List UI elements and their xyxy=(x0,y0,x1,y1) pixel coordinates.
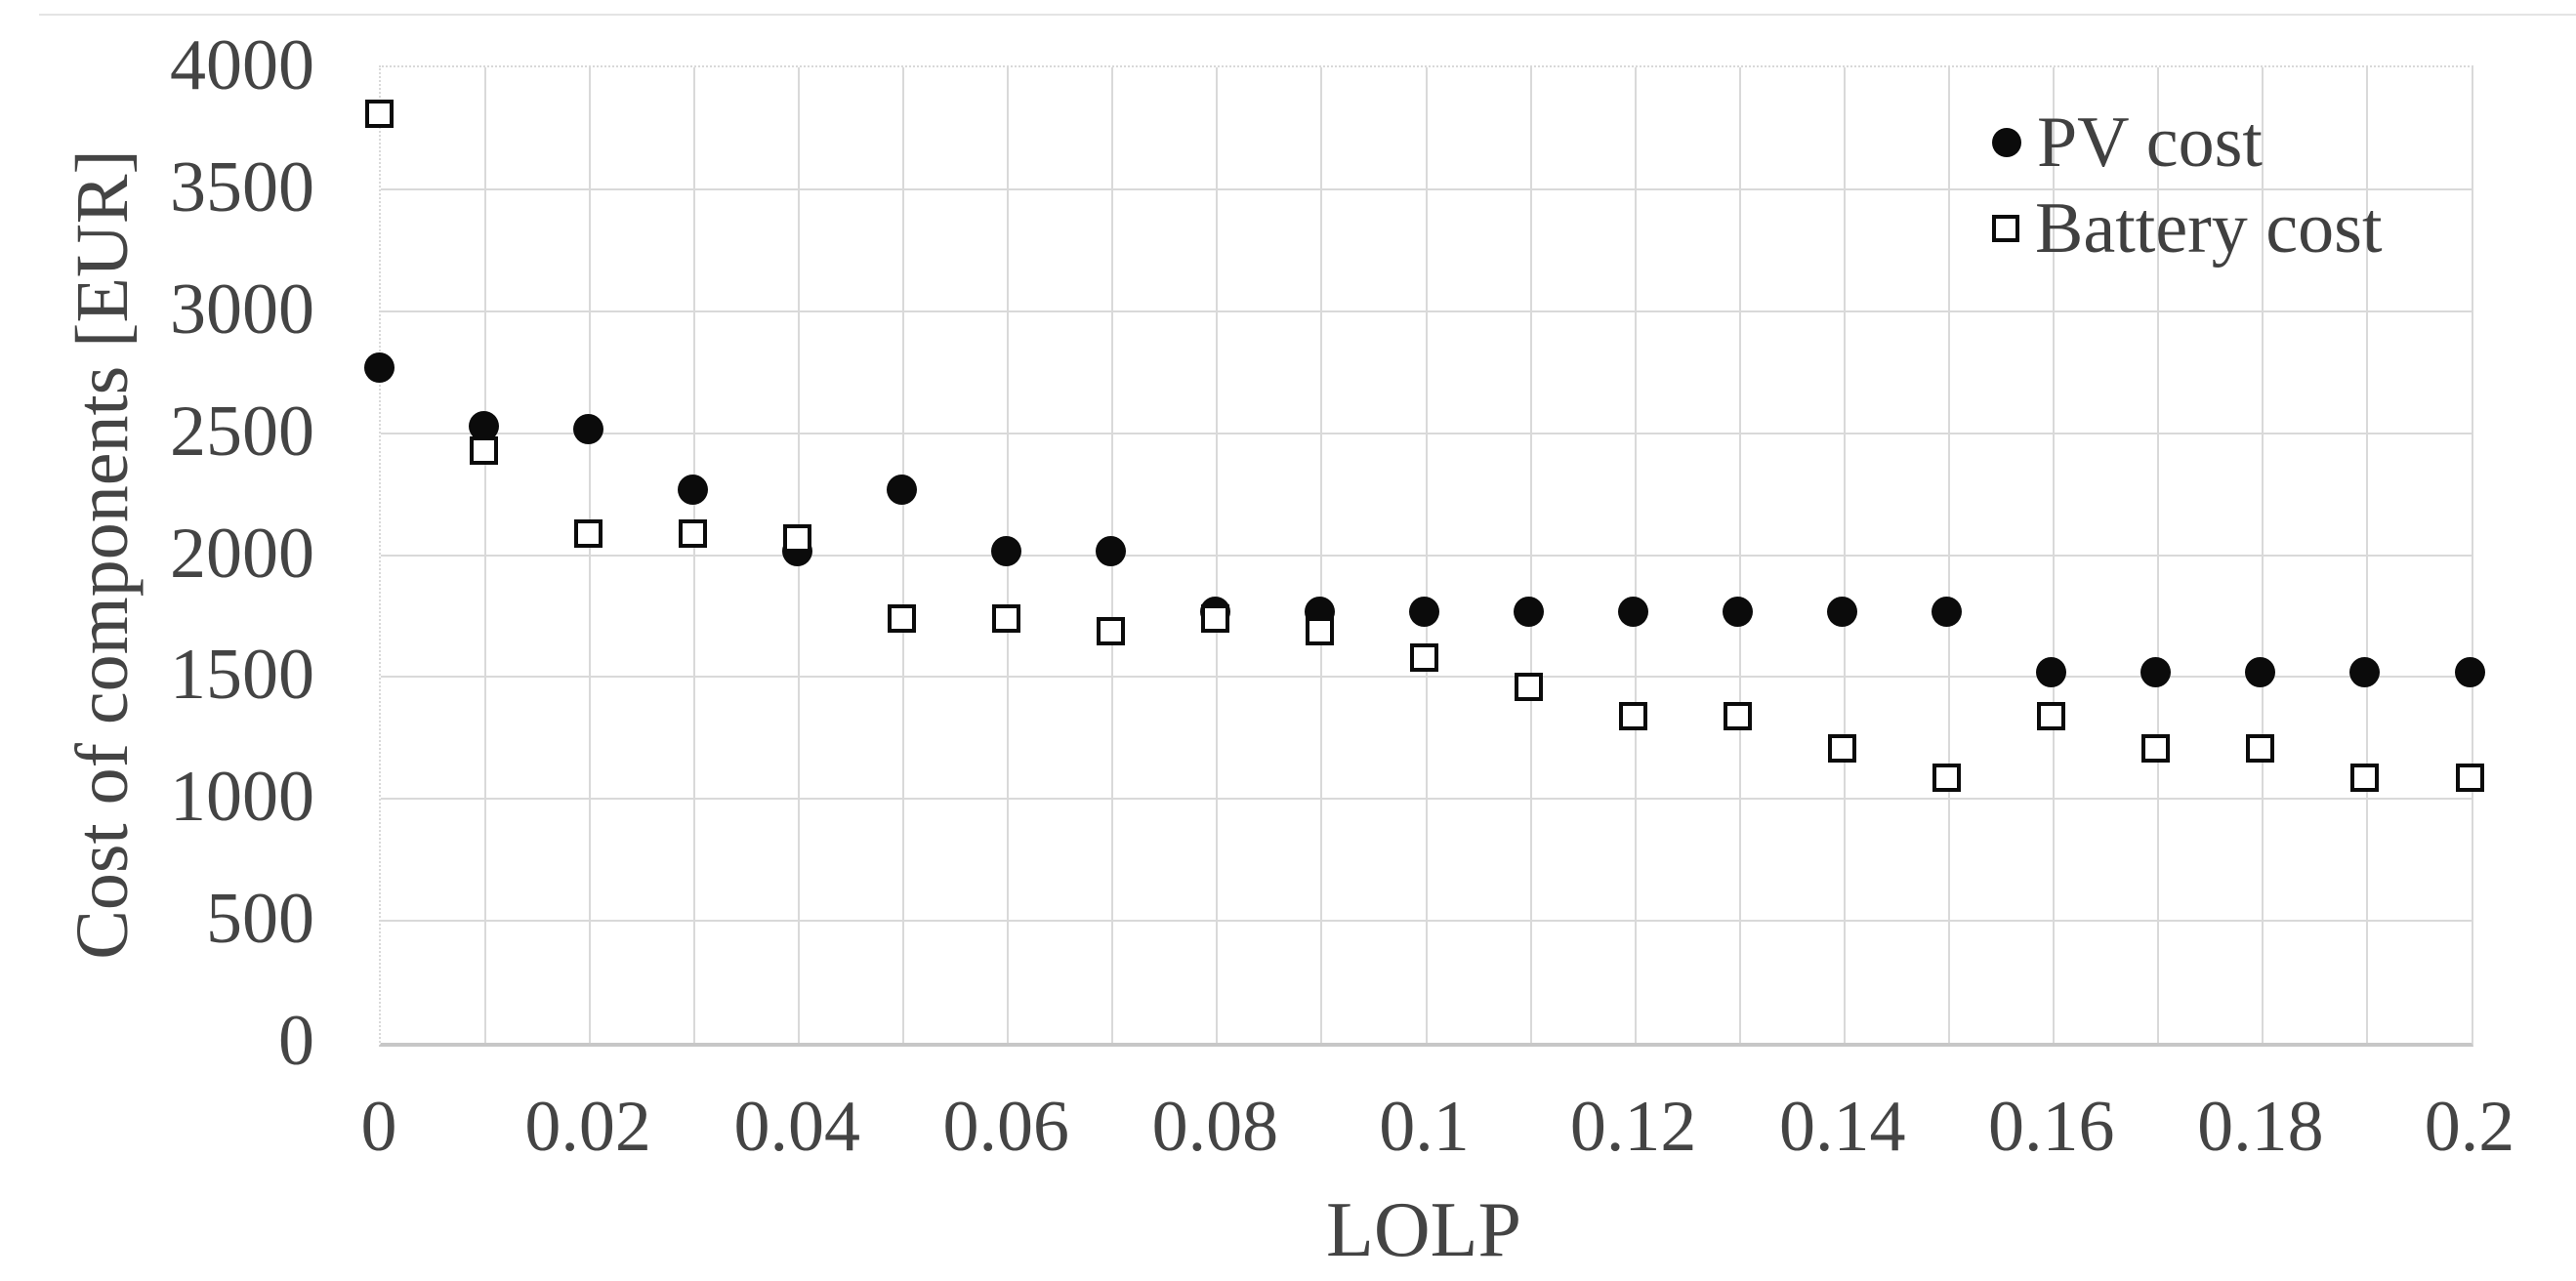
x-tick-label-0: 0 xyxy=(360,1087,397,1167)
battery-cost-point-0.17 xyxy=(2141,733,2171,763)
pv-cost-point-0.11 xyxy=(1514,596,1545,627)
battery-cost-point-0.01 xyxy=(469,436,498,466)
battery-cost-point-0.16 xyxy=(2037,702,2066,731)
vertical-gridline-0.18 xyxy=(2261,67,2264,1043)
y-tick-label-4000: 4000 xyxy=(170,25,314,105)
pv-cost-point-0.1 xyxy=(1409,596,1439,627)
pv-cost-point-0.05 xyxy=(886,475,917,506)
y-tick-label-1500: 1500 xyxy=(170,635,314,716)
vertical-gridline-0.14 xyxy=(1843,67,1846,1043)
y-tick-label-3500: 3500 xyxy=(170,146,314,227)
y-tick-label-2000: 2000 xyxy=(170,513,314,594)
vertical-gridline-0.05 xyxy=(902,67,905,1043)
pv-cost-point-0.13 xyxy=(1723,596,1754,627)
vertical-gridline-0.12 xyxy=(1634,67,1637,1043)
battery-cost-point-0.04 xyxy=(782,524,811,553)
vertical-gridline-0.13 xyxy=(1738,67,1741,1043)
x-tick-label-0.08: 0.08 xyxy=(1151,1087,1279,1167)
pv-cost-point-0.15 xyxy=(1932,596,1963,627)
vertical-gridline-0.17 xyxy=(2156,67,2159,1043)
legend-item-battery-cost: Battery cost xyxy=(1992,186,2383,271)
y-tick-label-1000: 1000 xyxy=(170,757,314,838)
x-tick-label-0.04: 0.04 xyxy=(733,1087,860,1167)
x-tick-label-0.16: 0.16 xyxy=(1988,1087,2115,1167)
vertical-gridline-0.1 xyxy=(1425,67,1428,1043)
vertical-gridline-0.11 xyxy=(1529,67,1532,1043)
y-tick-label-0: 0 xyxy=(278,1001,314,1081)
pv-cost-point-0.18 xyxy=(2245,657,2276,688)
battery-cost-point-0.05 xyxy=(887,604,916,634)
x-tick-label-0.2: 0.2 xyxy=(2424,1087,2515,1167)
x-tick-label-0.1: 0.1 xyxy=(1379,1087,1470,1167)
battery-cost-point-0 xyxy=(364,100,394,129)
vertical-gridline-0.19 xyxy=(2365,67,2368,1043)
pv-cost-point-0.02 xyxy=(572,413,603,444)
battery-cost-point-0.13 xyxy=(1724,702,1753,731)
x-tick-label-0.14: 0.14 xyxy=(1778,1087,1906,1167)
x-tick-label-0.18: 0.18 xyxy=(2197,1087,2324,1167)
pv-cost-point-0.07 xyxy=(1095,535,1126,566)
x-axis-title: LOLP xyxy=(1326,1187,1521,1273)
vertical-gridline-0.03 xyxy=(693,67,696,1043)
y-tick-label-3000: 3000 xyxy=(170,269,314,350)
battery-cost-point-0.09 xyxy=(1305,616,1334,645)
vertical-gridline-0.16 xyxy=(2052,67,2055,1043)
battery-cost-point-0.19 xyxy=(2350,763,2380,792)
filled-circle-icon xyxy=(1992,128,2021,157)
pv-cost-point-0.06 xyxy=(990,535,1021,566)
pv-cost-point-0.14 xyxy=(1827,596,1858,627)
battery-cost-point-0.2 xyxy=(2455,763,2484,792)
y-tick-label-500: 500 xyxy=(206,879,314,960)
pv-cost-point-0.01 xyxy=(468,411,499,442)
legend-label-battery-cost: Battery cost xyxy=(2035,188,2383,269)
battery-cost-point-0.06 xyxy=(991,604,1020,634)
x-tick-label-0.12: 0.12 xyxy=(1569,1087,1697,1167)
vertical-gridline-0.01 xyxy=(484,67,487,1043)
y-tick-label-2500: 2500 xyxy=(170,391,314,472)
battery-cost-point-0.08 xyxy=(1200,604,1229,634)
legend-label-pv-cost: PV cost xyxy=(2037,103,2263,183)
top-border-line xyxy=(39,14,2576,16)
battery-cost-point-0.07 xyxy=(1096,616,1125,645)
battery-cost-point-0.03 xyxy=(678,519,707,549)
vertical-gridline-0.15 xyxy=(1947,67,1950,1043)
legend-item-pv-cost: PV cost xyxy=(1992,100,2263,186)
vertical-gridline-0.09 xyxy=(1320,67,1323,1043)
pv-cost-point-0.2 xyxy=(2454,657,2485,688)
vertical-gridline-0.02 xyxy=(589,67,592,1043)
battery-cost-point-0.11 xyxy=(1515,673,1544,702)
battery-cost-point-0.15 xyxy=(1932,763,1962,792)
pv-cost-point-0.16 xyxy=(2036,657,2067,688)
pv-cost-point-0.17 xyxy=(2140,657,2172,688)
open-square-icon xyxy=(1992,215,2019,242)
pv-cost-point-0.19 xyxy=(2349,657,2381,688)
battery-cost-point-0.1 xyxy=(1410,643,1438,673)
pv-cost-point-0 xyxy=(363,352,395,384)
x-tick-label-0.02: 0.02 xyxy=(524,1087,651,1167)
pv-cost-point-0.12 xyxy=(1618,596,1649,627)
vertical-gridline-0.08 xyxy=(1216,67,1219,1043)
pv-cost-point-0.03 xyxy=(677,475,708,506)
battery-cost-point-0.02 xyxy=(573,519,602,549)
x-tick-label-0.06: 0.06 xyxy=(942,1087,1070,1167)
battery-cost-point-0.18 xyxy=(2246,733,2275,763)
battery-cost-point-0.14 xyxy=(1828,733,1857,763)
battery-cost-point-0.12 xyxy=(1619,702,1648,731)
